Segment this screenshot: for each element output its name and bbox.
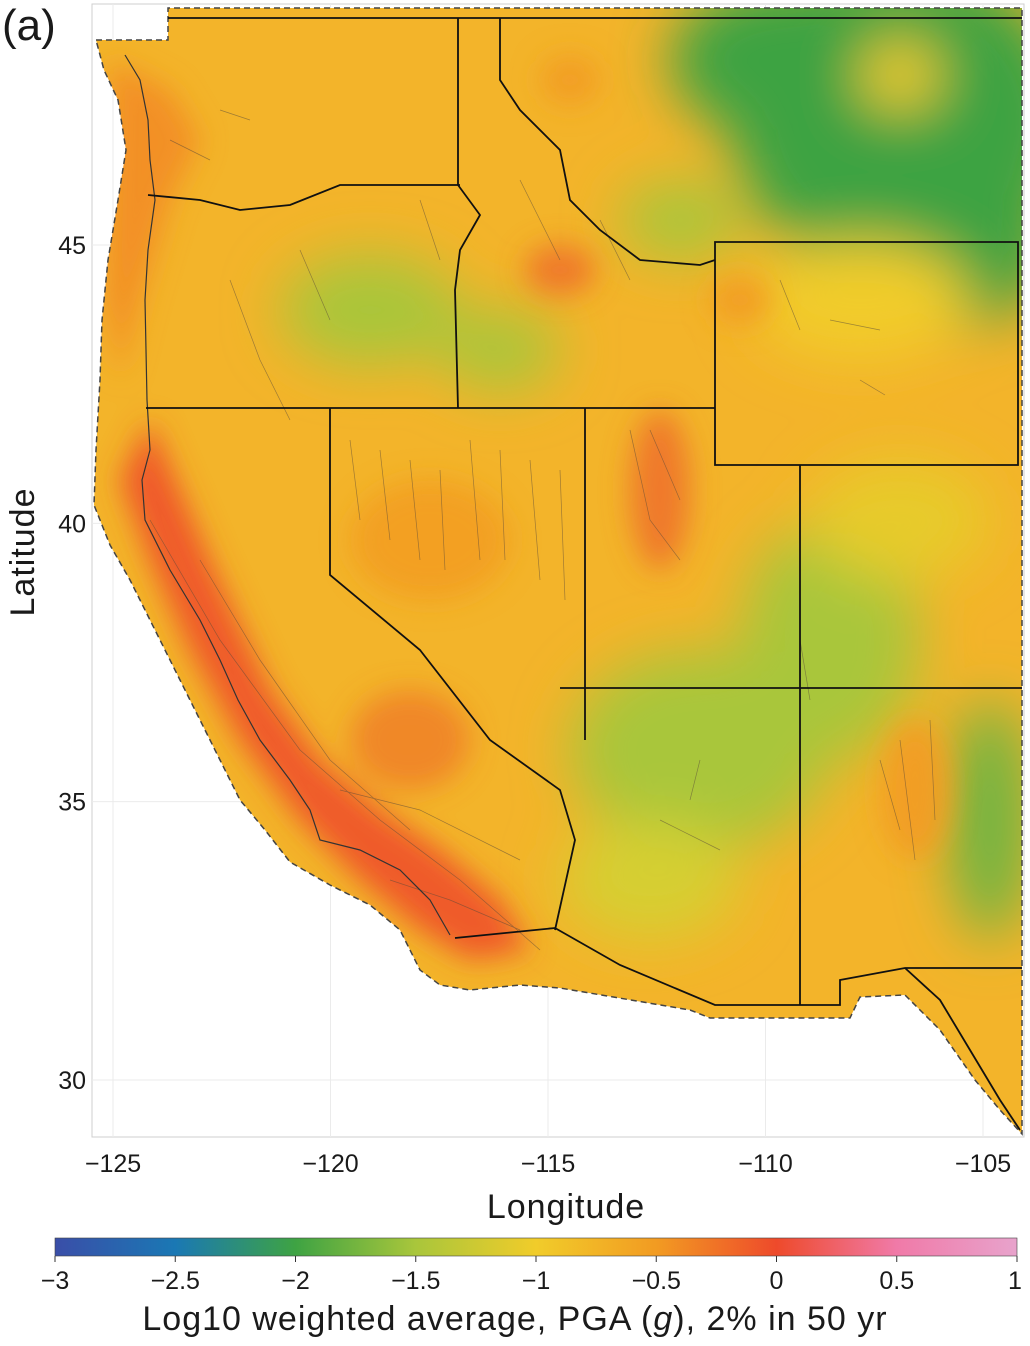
y-tick-label: 40 — [58, 510, 86, 538]
fault-lines — [149, 109, 936, 951]
state-boundaries — [146, 17, 1022, 1131]
x-axis-title: Longitude — [487, 1188, 645, 1226]
colorbar-tick-label: −1 — [522, 1267, 551, 1295]
x-tick-label: −125 — [85, 1150, 141, 1178]
colorbar-tick-label: −3 — [41, 1267, 70, 1295]
colorbar-tick-label: −0.5 — [632, 1267, 681, 1295]
x-axis: −125 −120 −115 −110 −105 — [85, 1150, 1011, 1178]
panel-label: (a) — [2, 1, 56, 50]
colorbar-ticks: −3 −2.5 −2 −1.5 −1 −0.5 0 0.5 1 — [41, 1256, 1022, 1295]
colorbar-tick-label: −2 — [281, 1267, 310, 1295]
y-tick-label: 35 — [58, 789, 86, 817]
hazard-field — [94, 8, 1022, 1134]
y-axis: 30 35 40 45 — [58, 232, 86, 1095]
colorbar-title: Log10 weighted average, PGA (g), 2% in 5… — [142, 1300, 888, 1338]
study-region-outline — [93, 7, 1023, 1136]
colorbar-tick-label: 1 — [1008, 1267, 1022, 1295]
colorbar-tick-label: −2.5 — [151, 1267, 200, 1295]
x-tick-label: −110 — [738, 1150, 792, 1178]
colorbar — [54, 1237, 1018, 1257]
colorbar-tick-label: 0 — [770, 1267, 784, 1295]
y-axis-title: Latitude — [4, 488, 42, 617]
colorbar-tick-label: −1.5 — [391, 1267, 440, 1295]
y-tick-label: 30 — [58, 1067, 86, 1095]
y-tick-label: 45 — [58, 232, 86, 260]
colorbar-tick-label: 0.5 — [879, 1267, 914, 1295]
x-tick-label: −105 — [955, 1150, 1011, 1178]
x-tick-label: −115 — [521, 1150, 575, 1178]
x-tick-label: −120 — [302, 1150, 358, 1178]
